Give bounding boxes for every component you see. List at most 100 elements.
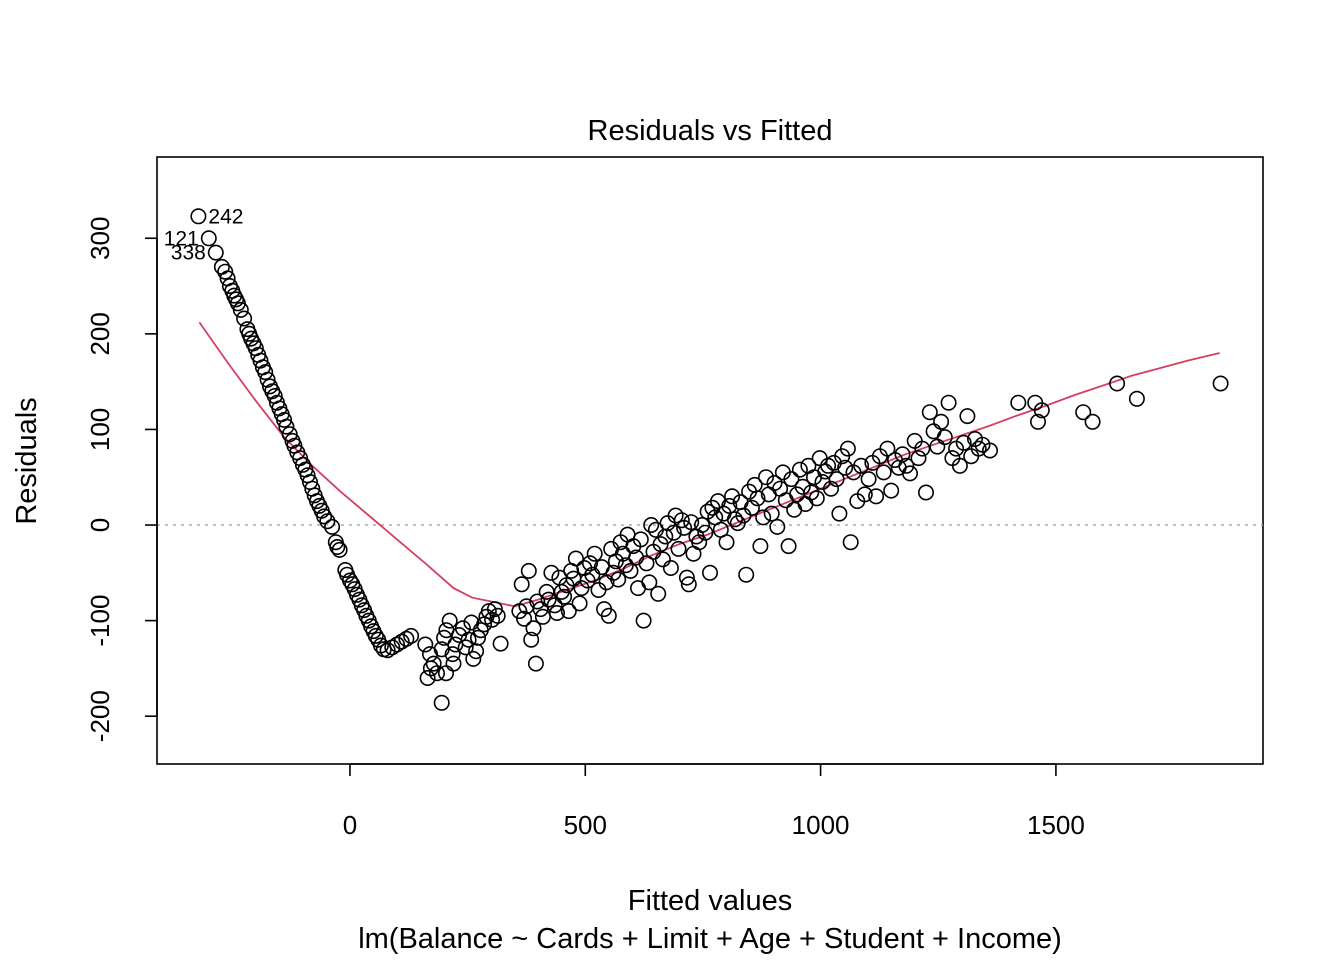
data-point-237 — [868, 488, 885, 505]
data-point-267 — [1010, 394, 1027, 411]
y-tick-label--200: -200 — [85, 690, 115, 742]
data-point-90 — [463, 614, 480, 631]
plot-frame — [156, 156, 1264, 765]
x-axis: 0 500 1000 1500 — [343, 763, 1085, 840]
data-point-72 — [398, 630, 415, 647]
x-tick-label-0: 0 — [343, 810, 357, 840]
y-tick-label-100: 100 — [85, 408, 115, 451]
data-point-259 — [951, 457, 968, 474]
data-point-177 — [693, 516, 710, 533]
x-tick-label-500: 500 — [564, 810, 607, 840]
data-point-234 — [856, 486, 873, 503]
data-point-74 — [417, 636, 434, 653]
data-point-155 — [638, 555, 655, 572]
data-point-22 — [259, 371, 276, 388]
data-point-166 — [665, 524, 682, 541]
data-point-135 — [586, 545, 603, 562]
data-point-88 — [457, 639, 474, 656]
data-point-157 — [643, 516, 660, 533]
data-point-200 — [757, 469, 774, 486]
data-point-223 — [822, 480, 839, 497]
x-tick-label-1000: 1000 — [792, 810, 850, 840]
data-point-103 — [437, 665, 454, 682]
data-point-112 — [527, 655, 544, 672]
data-point-226 — [831, 505, 848, 522]
data-point-218 — [808, 490, 825, 507]
data-point-246 — [901, 465, 918, 482]
data-point-109 — [520, 562, 537, 579]
data-point-31 — [281, 426, 298, 443]
data-point-50 — [331, 541, 348, 558]
data-point-260 — [955, 434, 972, 451]
data-point-172 — [680, 576, 697, 593]
data-point-162 — [654, 551, 671, 568]
data-point-93 — [469, 629, 486, 646]
points-layer — [190, 208, 1229, 711]
data-point-274 — [1128, 390, 1145, 407]
data-point-69 — [384, 639, 401, 656]
data-point-239 — [875, 464, 892, 481]
data-point-102 — [433, 694, 450, 711]
data-point-193 — [738, 566, 755, 583]
data-point-230 — [842, 534, 859, 551]
data-point-153 — [632, 531, 649, 548]
data-point-195 — [743, 499, 760, 516]
data-point-107 — [516, 610, 533, 627]
data-point-247 — [906, 432, 923, 449]
data-point-250 — [917, 484, 934, 501]
data-point-252 — [925, 423, 942, 440]
data-point-111 — [525, 620, 542, 637]
data-point-210 — [786, 501, 803, 518]
data-point-219 — [811, 450, 828, 467]
data-point-115 — [534, 608, 551, 625]
data-point-187 — [721, 497, 738, 514]
data-point-1 — [200, 230, 217, 247]
smooth-curve-layer — [198, 321, 1220, 608]
data-point-186 — [718, 534, 735, 551]
data-point-204 — [769, 518, 786, 535]
x-axis-label: Fitted values — [628, 885, 792, 917]
data-point-110 — [523, 631, 540, 648]
data-point-125 — [560, 603, 577, 620]
data-point-171 — [678, 569, 695, 586]
data-point-213 — [794, 478, 811, 495]
data-point-266 — [981, 442, 998, 459]
data-point-104 — [445, 655, 462, 672]
data-point-249 — [914, 440, 931, 457]
data-point-208 — [780, 538, 797, 555]
data-point-244 — [894, 446, 911, 463]
data-point-140 — [600, 607, 617, 624]
data-point-73 — [403, 627, 420, 644]
data-point-156 — [641, 574, 658, 591]
chart-title: Residuals vs Fitted — [588, 115, 833, 147]
data-point-168 — [670, 540, 687, 557]
data-point-117 — [540, 591, 557, 608]
data-point-240 — [879, 440, 896, 457]
data-point-101 — [492, 635, 509, 652]
data-point-2 — [207, 244, 224, 261]
data-point-241 — [883, 482, 900, 499]
point-label-121: 121 — [164, 227, 199, 250]
data-point-123 — [556, 588, 573, 605]
data-point-212 — [791, 461, 808, 478]
data-point-229 — [839, 440, 856, 457]
data-point-91 — [465, 650, 482, 667]
data-point-70 — [388, 636, 405, 653]
data-point-136 — [590, 581, 607, 598]
data-point-53 — [341, 572, 358, 589]
data-point-251 — [921, 404, 938, 421]
data-point-173 — [683, 514, 700, 531]
data-point-199 — [755, 509, 772, 526]
data-point-256 — [940, 394, 957, 411]
data-point-189 — [726, 511, 743, 528]
data-point-216 — [803, 484, 820, 501]
y-axis-label: Residuals — [11, 397, 43, 524]
y-axis: -200 -100 0 100 200 300 — [85, 217, 158, 742]
data-point-272 — [1084, 413, 1101, 430]
data-point-245 — [898, 457, 915, 474]
data-point-165 — [662, 559, 679, 576]
data-point-152 — [629, 580, 646, 597]
data-point-248 — [910, 450, 927, 467]
